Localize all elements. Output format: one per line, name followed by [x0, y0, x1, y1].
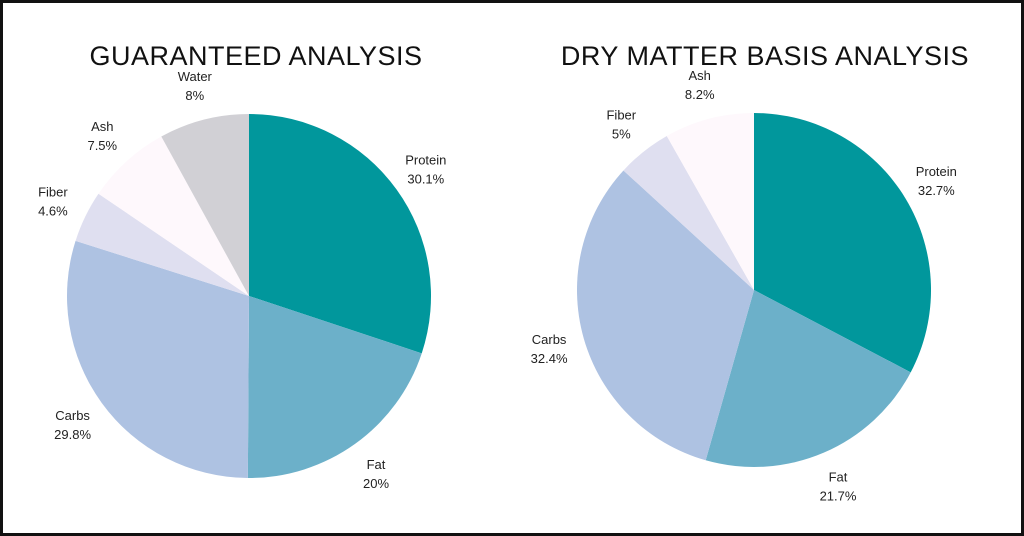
slice-label-fiber: Fiber — [38, 185, 68, 200]
slice-value-fiber: 4.6% — [38, 204, 68, 219]
slice-value-fiber: 5% — [612, 126, 631, 141]
slice-value-carbs: 29.8% — [54, 427, 91, 442]
slice-label-protein: Protein — [916, 164, 957, 179]
pie-slice-protein — [249, 114, 432, 354]
slice-value-fat: 20% — [363, 476, 389, 491]
pie-slice-fiber — [75, 193, 249, 296]
pie-slice-fiber — [623, 135, 754, 290]
slice-value-carbs: 32.4% — [531, 351, 568, 366]
slice-label-fiber: Fiber — [606, 107, 636, 122]
pie-slice-protein — [754, 112, 932, 373]
pie-slice-water — [161, 113, 249, 296]
slice-value-ash: 8.2% — [685, 87, 715, 102]
pie-slice-ash — [98, 136, 249, 296]
slice-label-ash: Ash — [91, 119, 113, 134]
slice-value-protein: 30.1% — [407, 171, 444, 186]
slice-label-carbs: Carbs — [55, 408, 90, 423]
slice-label-ash: Ash — [688, 68, 710, 83]
slice-label-protein: Protein — [405, 152, 446, 167]
slice-value-ash: 7.5% — [87, 138, 117, 153]
slice-value-water: 8% — [185, 88, 204, 103]
pie-slice-fat — [705, 290, 911, 468]
slice-label-fat: Fat — [367, 457, 386, 472]
slice-label-water: Water — [178, 69, 213, 84]
slice-value-protein: 32.7% — [918, 183, 955, 198]
slice-label-carbs: Carbs — [532, 332, 567, 347]
chart-title-dry-matter: DRY MATTER BASIS ANALYSIS — [561, 41, 969, 71]
slice-value-fat: 21.7% — [820, 489, 857, 504]
slice-label-fat: Fat — [829, 470, 848, 485]
pie-slice-carbs — [577, 170, 754, 461]
pie-slice-ash — [666, 113, 754, 290]
chart-title-guaranteed: GUARANTEED ANALYSIS — [89, 41, 422, 71]
pie-slice-fat — [247, 296, 422, 479]
pie-slice-carbs — [67, 240, 249, 478]
